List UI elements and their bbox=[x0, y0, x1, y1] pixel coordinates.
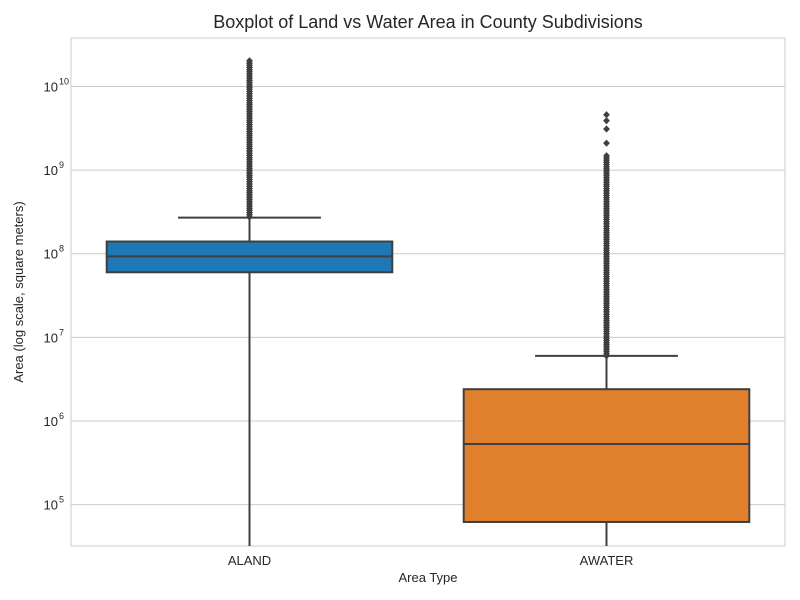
y-tick-exponent: 9 bbox=[59, 160, 64, 170]
box-aland bbox=[105, 57, 394, 546]
y-tick-exponent: 5 bbox=[59, 495, 64, 505]
y-tick-label: 10 bbox=[44, 414, 58, 429]
y-tick-label: 10 bbox=[44, 330, 58, 345]
x-axis-ticks: ALAND AWATER bbox=[228, 553, 634, 568]
x-tick-label: AWATER bbox=[580, 553, 634, 568]
y-tick-label: 10 bbox=[44, 163, 58, 178]
outlier-point bbox=[603, 139, 610, 147]
y-tick-label: 10 bbox=[44, 79, 58, 94]
boxes bbox=[105, 57, 751, 546]
outlier-point bbox=[246, 57, 253, 65]
chart-title: Boxplot of Land vs Water Area in County … bbox=[213, 12, 643, 32]
y-tick-exponent: 8 bbox=[59, 244, 64, 254]
box-iqr bbox=[462, 388, 751, 523]
outlier-point bbox=[603, 125, 610, 133]
outlier-point bbox=[603, 152, 610, 160]
x-tick-label: ALAND bbox=[228, 553, 271, 568]
y-tick-exponent: 7 bbox=[59, 327, 64, 337]
y-tick-label: 10 bbox=[44, 247, 58, 262]
y-tick-exponent: 6 bbox=[59, 411, 64, 421]
y-tick-exponent: 10 bbox=[59, 76, 69, 86]
y-tick-label: 10 bbox=[44, 498, 58, 513]
outlier-point bbox=[603, 111, 610, 119]
box-awater bbox=[462, 111, 751, 546]
plot-frame bbox=[70, 37, 786, 547]
x-axis-label: Area Type bbox=[398, 570, 457, 585]
outlier-point bbox=[603, 117, 610, 125]
y-axis-label: Area (log scale, square meters) bbox=[11, 201, 26, 382]
